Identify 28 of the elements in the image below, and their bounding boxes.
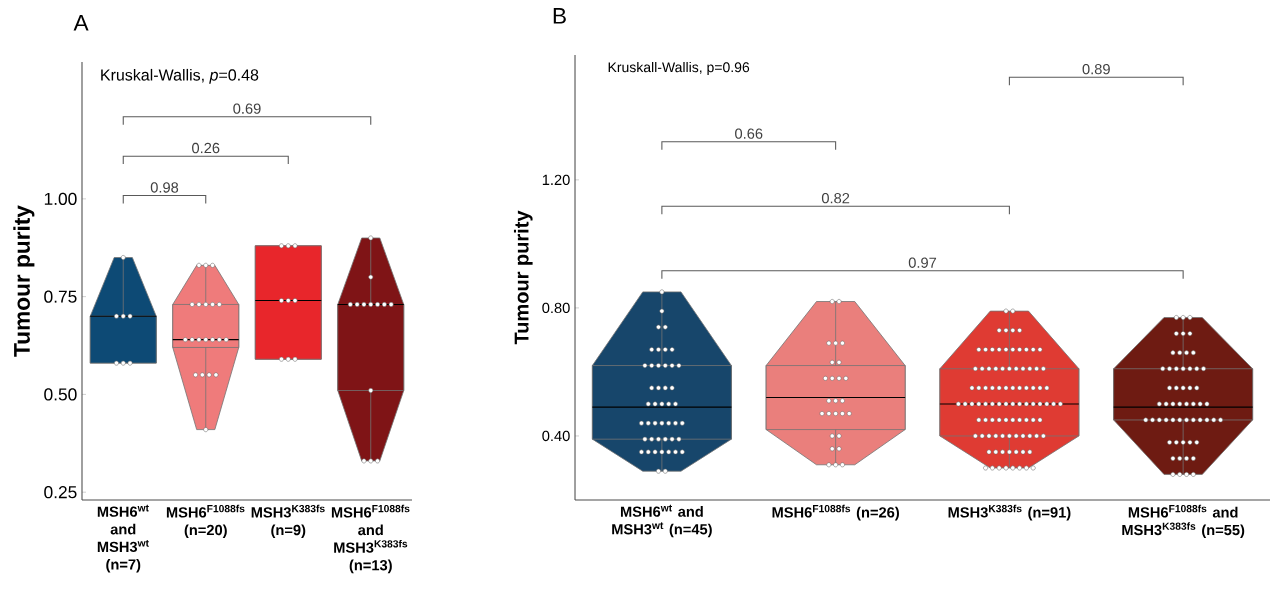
annotation: Kruskal-Wallis, p=0.48 <box>101 68 259 84</box>
annotation: 0.89 <box>1082 63 1110 75</box>
y-axis-title: Tumour purity <box>513 210 533 345</box>
annotation: 0.98 <box>150 182 179 193</box>
y-axis-title: Tumour purity <box>13 205 35 357</box>
category-label: MSH6$^{F1088fs}$ and MSH3$^{K383fs}$ (n=55) <box>1122 504 1245 539</box>
x-tick-label: MSH3$^{K383fs}$ (n=9) <box>251 504 325 539</box>
annotation: Kruskall-Wallis, p=0.96 <box>608 61 750 75</box>
y-tick-label: 0.75 <box>44 290 77 303</box>
annotation: 0.26 <box>192 142 220 154</box>
annotation: 0.82 <box>821 192 850 204</box>
x-tick-label: MSH6$^{F1088fs}$ and MSH3$^{K383fs}$ (n=13) <box>331 504 410 574</box>
y-tick-label: 1.00 <box>44 192 77 205</box>
annotation: 0.97 <box>908 257 937 268</box>
x-tick-label: MSH3$^{K383fs}$ (n=91) <box>948 504 1071 521</box>
y-tick-label: 1.20 <box>542 174 570 186</box>
y-tick-label: 0.50 <box>44 388 77 401</box>
x-tick-label: MSH6$^{F1088fs}$ (n=26) <box>772 504 899 521</box>
y-tick-label: 0.40 <box>542 430 570 442</box>
y-tick-label: 0.25 <box>44 486 77 499</box>
chart-title: B <box>553 8 566 24</box>
chart-title: A <box>73 15 89 31</box>
x-tick-label: MSH6$^{F1088fs}$ (n=20) <box>166 504 245 539</box>
annotation: 0.69 <box>233 103 261 114</box>
category-label: MSH6$^{wt}$ and MSH3$^{wt}$ (n=7) <box>97 504 149 573</box>
category-label: MSH6$^{wt}$ and MSH3$^{wt}$ (n=45) <box>612 504 712 538</box>
y-tick-label: 0.80 <box>542 302 570 314</box>
annotation: 0.66 <box>735 128 763 139</box>
